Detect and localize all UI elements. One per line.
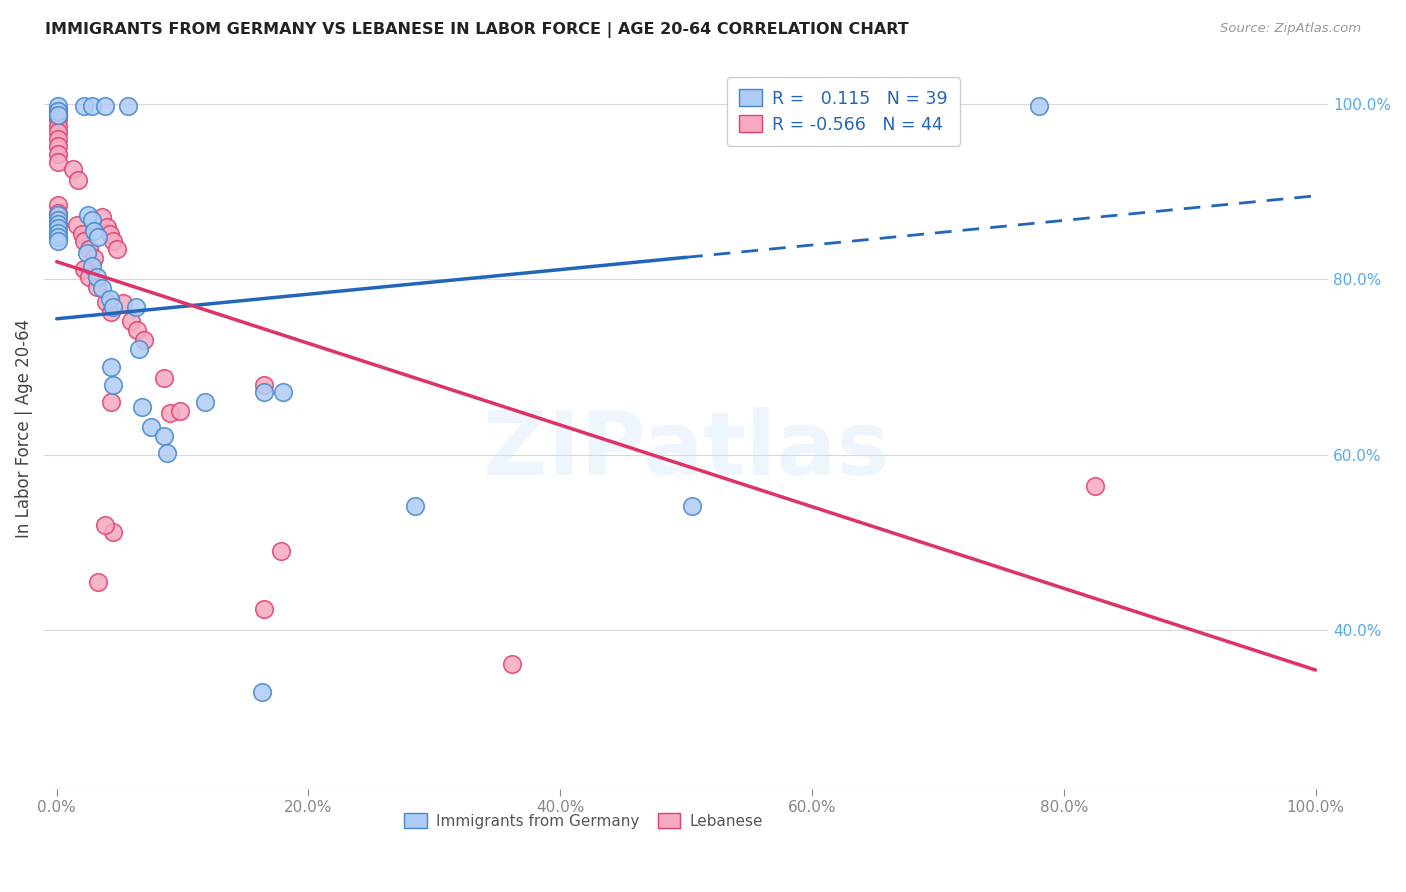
Point (70, 227, 93, 241)
Point (253, 384, 276, 399)
Legend: Immigrants from Germany, Lebanese: Immigrants from Germany, Lebanese (398, 807, 769, 835)
Point (1084, 478, 1107, 492)
Point (103, 234, 125, 248)
Point (77, 208, 100, 222)
Point (80, 99, 103, 113)
Point (194, 395, 217, 409)
Point (46, 208, 69, 222)
Point (46, 212, 69, 227)
Point (93, 99, 115, 113)
Point (46, 103, 69, 118)
Point (128, 343, 150, 357)
Point (125, 301, 148, 315)
Point (96, 219, 118, 234)
Point (46, 108, 69, 122)
Point (46, 119, 69, 133)
Point (83, 224, 105, 238)
Point (91, 210, 114, 224)
Point (159, 406, 181, 420)
Point (46, 138, 69, 153)
Point (46, 132, 69, 146)
Point (271, 384, 294, 399)
Point (100, 360, 122, 375)
Point (103, 377, 125, 392)
Point (169, 404, 191, 418)
Point (76, 246, 98, 260)
Point (100, 395, 122, 409)
Point (79, 242, 101, 256)
Text: ZIPatlas: ZIPatlas (484, 407, 889, 493)
Point (86, 270, 108, 285)
Point (66, 218, 89, 232)
Point (98, 292, 121, 306)
Point (46, 205, 69, 219)
Point (62, 161, 84, 176)
Point (103, 525, 125, 540)
Y-axis label: In Labor Force | Age 20-64: In Labor Force | Age 20-64 (15, 319, 32, 538)
Point (86, 280, 108, 294)
Point (93, 518, 115, 533)
Point (94, 295, 117, 310)
Point (46, 221, 69, 235)
Point (131, 400, 153, 414)
Text: Source: ZipAtlas.com: Source: ZipAtlas.com (1220, 22, 1361, 36)
Point (80, 259, 103, 273)
Point (253, 377, 276, 392)
Point (270, 544, 292, 558)
Point (103, 301, 125, 315)
Point (46, 108, 69, 122)
Point (501, 657, 523, 671)
Point (681, 499, 703, 513)
Point (46, 154, 69, 169)
Point (139, 419, 162, 434)
Point (132, 333, 155, 347)
Point (46, 103, 69, 118)
Point (46, 99, 69, 113)
Point (87, 575, 110, 590)
Point (105, 242, 128, 256)
Point (46, 226, 69, 240)
Point (73, 99, 96, 113)
Point (87, 230, 110, 244)
Point (100, 304, 122, 318)
Point (79, 270, 101, 285)
Point (83, 251, 105, 265)
Point (73, 261, 96, 276)
Point (120, 314, 142, 328)
Point (80, 212, 103, 227)
Point (1028, 99, 1050, 113)
Point (67, 173, 90, 187)
Point (253, 601, 276, 615)
Point (98, 227, 121, 241)
Point (73, 234, 96, 248)
Point (91, 281, 114, 295)
Point (152, 428, 174, 442)
Point (46, 146, 69, 161)
Point (112, 296, 135, 310)
Point (46, 125, 69, 139)
Point (117, 99, 139, 113)
Text: IMMIGRANTS FROM GERMANY VS LEBANESE IN LABOR FORCE | AGE 20-64 CORRELATION CHART: IMMIGRANTS FROM GERMANY VS LEBANESE IN L… (45, 22, 908, 38)
Point (46, 230, 69, 244)
Point (250, 685, 273, 699)
Point (156, 446, 179, 460)
Point (46, 198, 69, 212)
Point (46, 235, 69, 249)
Point (404, 499, 426, 513)
Point (46, 112, 69, 127)
Point (46, 217, 69, 231)
Point (152, 370, 174, 384)
Point (127, 323, 149, 337)
